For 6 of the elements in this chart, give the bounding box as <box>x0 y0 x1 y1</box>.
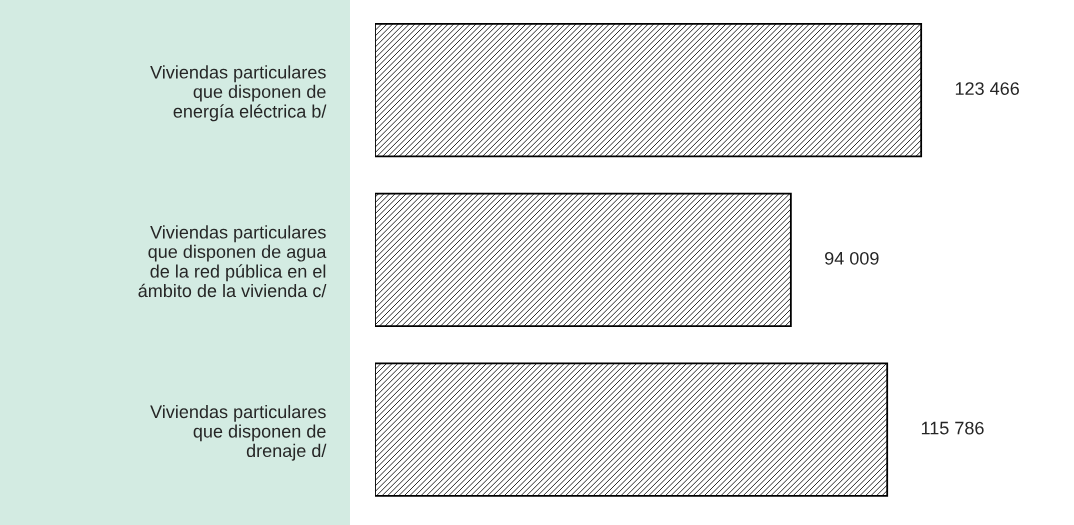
y-tick-label: Viviendas particulares que disponen de drenaje d/ <box>150 404 327 461</box>
data-label: 94 009 <box>825 251 879 265</box>
data-label: 123 466 <box>955 82 1019 95</box>
y-tick-label: Viviendas particulares que disponen de agua de la red pública en el ámbito de la vivienda c/ <box>138 225 327 298</box>
y-tick-label: Viviendas particulares que disponen de energía eléctrica b/ <box>150 65 327 122</box>
data-label: 115 786 <box>921 421 984 435</box>
